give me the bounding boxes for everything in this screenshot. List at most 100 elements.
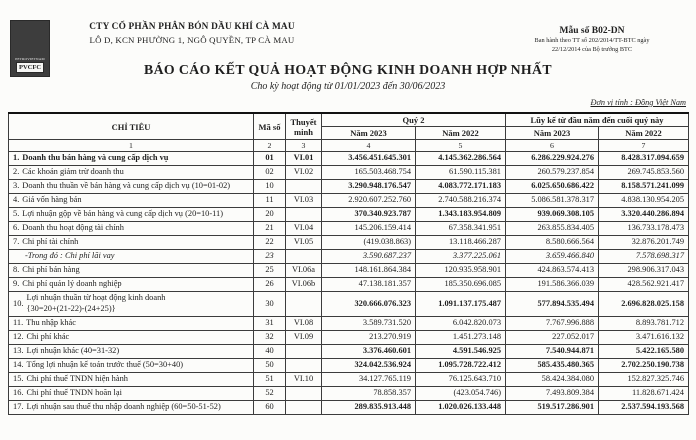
thuyet-minh-cell: [285, 207, 322, 223]
q2-2023-value: 3.590.687.237: [321, 249, 416, 265]
income-statement-table: CHỈ TIÊU Mã số Thuyết minh Quý 2 Lũy kế …: [8, 112, 689, 416]
lk-2023-value: 227.052.017: [505, 330, 599, 346]
row-label-cell: 12. Chi phí khác: [8, 330, 254, 346]
ma-so-cell: 50: [253, 358, 286, 374]
lk-2022-value: 136.733.178.473: [598, 221, 689, 237]
lk-2023-value: 3.659.466.840: [505, 249, 599, 265]
ma-so-cell: 01: [253, 151, 286, 167]
lk-2023-value: 939.069.308.105: [505, 207, 599, 223]
lk-2023-value: 58.424.384.080: [505, 372, 599, 388]
thuyet-minh-cell: VI.08: [285, 316, 322, 332]
thuyet-minh-cell: [285, 400, 322, 416]
q2-2022-value: 185.350.696.085: [415, 277, 506, 293]
table-row: 1. Doanh thu bán hàng và cung cấp dịch vụ…: [8, 151, 689, 167]
row-title: Lợi nhuận gộp về bán hàng và cung cấp dị…: [22, 209, 223, 219]
form-note-line1: Ban hành theo TT số 202/2014/TT-BTC ngày: [534, 37, 650, 44]
report-subtitle: Cho kỳ hoạt động từ 01/01/2023 đến 30/06…: [250, 81, 446, 92]
row-title: Doanh thu bán hàng và cung cấp dịch vụ: [22, 153, 169, 163]
row-title: Chi phí tài chính: [22, 237, 79, 247]
lk-2022-value: 3.471.616.132: [598, 330, 689, 346]
row-number: 6.: [13, 223, 20, 233]
table-row: 4. Giá vốn hàng bán 11 VI.03 2.920.607.252.7…: [8, 193, 689, 209]
ma-so-cell: 51: [253, 372, 286, 388]
form-block: Mẫu số B02-DN Ban hành theo TT số 202/20…: [502, 26, 682, 54]
row-title: Chi phí khác: [26, 332, 70, 342]
q2-2023-value: 289.835.913.448: [321, 400, 416, 416]
table-row: 8. Chi phí bán hàng 25 VI.06a 148.161.864.38…: [8, 263, 689, 279]
q2-2022-value: 4.591.546.925: [415, 344, 506, 360]
q2-2022-value: 1.343.183.954.809: [415, 207, 506, 223]
table-row: 6. Doanh thu hoạt động tài chính 21 VI.04 14…: [8, 221, 689, 237]
thuyet-minh-cell: VI.06b: [285, 277, 322, 293]
lk-2023-value: 6.286.229.924.276: [505, 151, 599, 167]
thuyet-minh-cell: VI.05: [285, 235, 322, 251]
q2-2022-value: 61.590.115.381: [415, 165, 506, 181]
q2-2023-value: 145.206.159.414: [321, 221, 416, 237]
row-number: 2.: [13, 167, 20, 177]
q2-2023-value: (419.038.863): [321, 235, 416, 251]
row-number: 10.: [13, 298, 24, 308]
q2-2022-value: 6.042.820.073: [415, 316, 506, 332]
table-row: 11. Thu nhập khác 31 VI.08 3.589.731.520 6.04…: [8, 316, 689, 332]
row-number: 4.: [13, 195, 20, 205]
thuyet-minh-cell: VI.06a: [285, 263, 322, 279]
row-title: Chi phí quản lý doanh nghiệp: [22, 279, 122, 289]
col-index-2: 2: [253, 139, 286, 153]
row-title: Lợi nhuận sau thuế thu nhập doanh nghiệp…: [26, 402, 221, 412]
table-row: 15. Chi phí thuế TNDN hiện hành 51 VI.10 34.…: [8, 372, 689, 388]
q2-2022-value: 3.377.225.061: [415, 249, 506, 265]
thuyet-minh-cell: [285, 386, 322, 402]
row-label-cell: 11. Thu nhập khác: [8, 316, 254, 332]
q2-2022-value: 2.740.588.216.374: [415, 193, 506, 209]
lk-2022-value: 298.906.317.043: [598, 263, 689, 279]
title-block: BÁO CÁO KẾT QUẢ HOẠT ĐỘNG KINH DOANH HỢP…: [0, 62, 696, 92]
lk-2023-value: 191.586.366.039: [505, 277, 599, 293]
table-row: 13. Lợi nhuận khác (40=31-32) 40 3.376.460.…: [8, 344, 689, 360]
lk-2022-value: 11.828.671.424: [598, 386, 689, 402]
row-label-cell: 3. Doanh thu thuần về bán hàng và cung cấ…: [8, 179, 254, 195]
ma-so-cell: 52: [253, 386, 286, 402]
thuyet-minh-cell: [285, 358, 322, 374]
row-label-cell: 2. Các khoản giảm trừ doanh thu: [8, 165, 254, 181]
q2-2023-value: 3.456.451.645.301: [321, 151, 416, 167]
row-label-cell: 14. Tổng lợi nhuận kế toán trước thuế (50…: [8, 358, 254, 374]
ma-so-cell: 31: [253, 316, 286, 332]
table-header: CHỈ TIÊU Mã số Thuyết minh Quý 2 Lũy kế …: [8, 112, 689, 153]
lk-2023-value: 577.894.535.494: [505, 291, 599, 318]
header-q2-nam-2023: Năm 2023: [321, 126, 416, 141]
q2-2022-value: 76.125.643.710: [415, 372, 506, 388]
lk-2022-value: 2.702.250.190.738: [598, 358, 689, 374]
thuyet-minh-cell: VI.03: [285, 193, 322, 209]
row-title: -Trong đó : Chi phí lãi vay: [25, 251, 115, 261]
q2-2022-value: 13.118.466.287: [415, 235, 506, 251]
thuyet-minh-cell: VI.09: [285, 330, 322, 346]
q2-2022-value: (423.054.746): [415, 386, 506, 402]
table-row: 3. Doanh thu thuần về bán hàng và cung cấ…: [8, 179, 689, 195]
q2-2023-value: 320.666.076.323: [321, 291, 416, 318]
thuyet-minh-cell: [285, 291, 322, 318]
thuyet-minh-cell: VI.04: [285, 221, 322, 237]
row-title: Chi phí bán hàng: [22, 265, 80, 275]
thuyet-minh-cell: [285, 249, 322, 265]
row-number: 12.: [13, 332, 24, 342]
table-row: 14. Tổng lợi nhuận kế toán trước thuế (50…: [8, 358, 689, 374]
lk-2022-value: 8.158.571.241.099: [598, 179, 689, 195]
col-index-3: 3: [285, 139, 322, 153]
ma-so-cell: 30: [253, 291, 286, 318]
row-label-cell: 15. Chi phí thuế TNDN hiện hành: [8, 372, 254, 388]
thuyet-minh-cell: [285, 344, 322, 360]
report-title: BÁO CÁO KẾT QUẢ HOẠT ĐỘNG KINH DOANH HỢP…: [143, 62, 553, 77]
table-row: 12. Chi phí khác 32 VI.09 213.270.919 1.451.2…: [8, 330, 689, 346]
q2-2023-value: 370.340.923.787: [321, 207, 416, 223]
row-title: Các khoản giảm trừ doanh thu: [22, 167, 124, 177]
form-note: Ban hành theo TT số 202/2014/TT-BTC ngày…: [502, 37, 682, 54]
form-number: Mẫu số B02-DN: [559, 26, 625, 36]
ma-so-cell: 23: [253, 249, 286, 265]
thuyet-minh-cell: VI.01: [285, 151, 322, 167]
row-number: 9.: [13, 279, 20, 289]
q2-2022-value: 67.358.341.951: [415, 221, 506, 237]
row-number: 11.: [13, 318, 24, 328]
lk-2023-value: 7.767.996.888: [505, 316, 599, 332]
lk-2022-value: 2.696.828.025.158: [598, 291, 689, 318]
table-row: 9. Chi phí quản lý doanh nghiệp 26 VI.06b 47…: [8, 277, 689, 293]
